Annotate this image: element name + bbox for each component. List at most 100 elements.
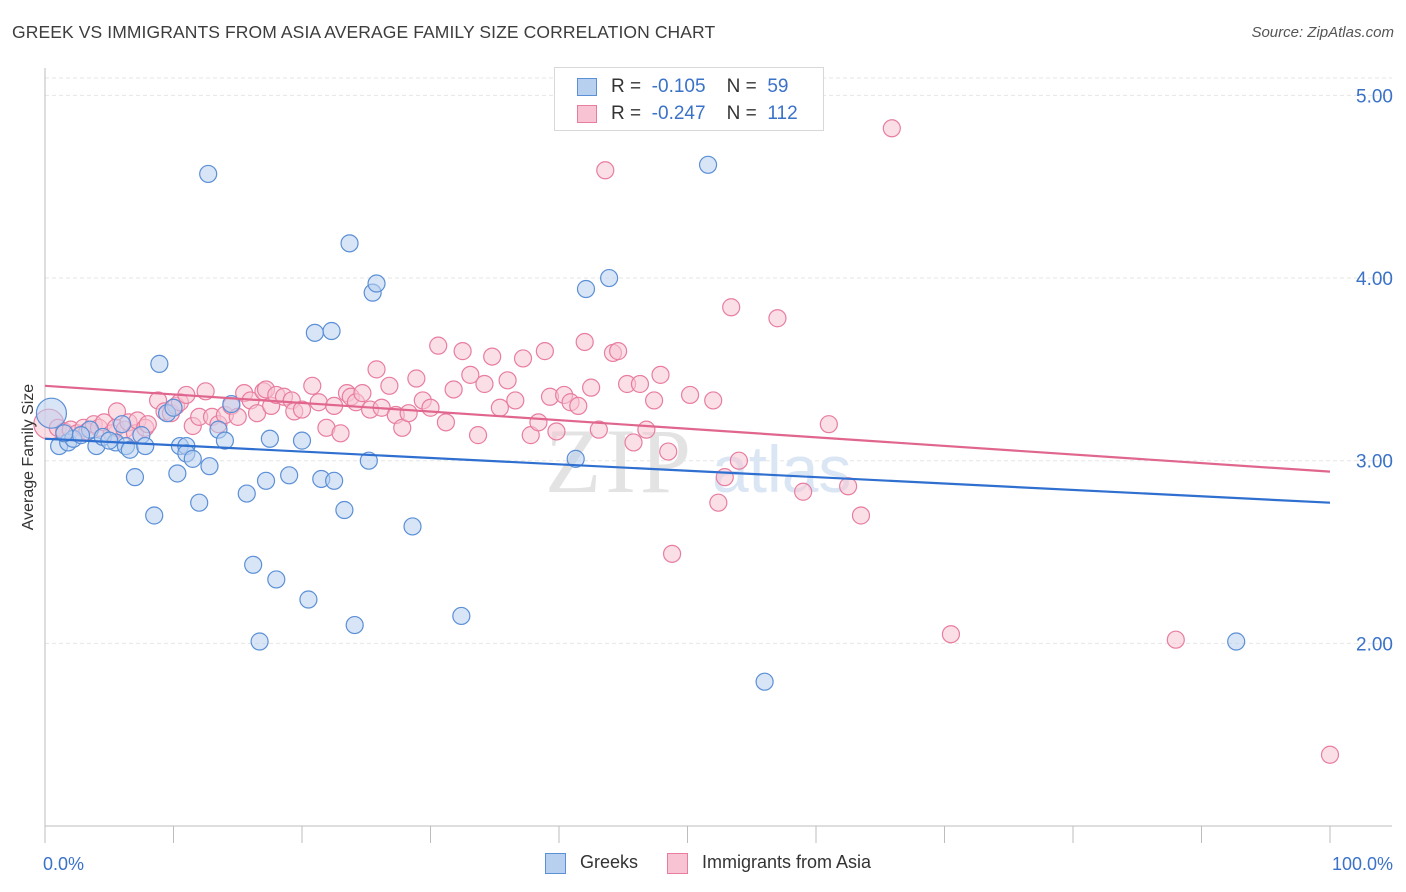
asia-point — [722, 298, 741, 317]
asia-point — [513, 349, 533, 368]
greeks-point — [280, 466, 299, 485]
greeks-point — [359, 451, 378, 470]
asia-point — [498, 371, 517, 390]
asia-point — [569, 396, 588, 416]
greeks-point — [755, 672, 774, 691]
asia-point — [637, 420, 656, 439]
asia-point — [768, 309, 787, 328]
legend-n-value: 59 — [767, 76, 789, 97]
asia-point — [529, 413, 548, 432]
asia-point — [819, 415, 838, 434]
asia-point — [651, 365, 670, 384]
asia-point — [247, 404, 267, 423]
asia-point — [582, 378, 601, 397]
greeks-point — [260, 429, 279, 448]
greeks-trendline — [44, 437, 1331, 504]
x-tick-label: 0.0% — [43, 854, 84, 874]
asia-point — [468, 426, 488, 445]
greeks-point — [150, 354, 169, 373]
asia-point — [662, 544, 682, 563]
greeks-point — [222, 394, 241, 414]
asia-point — [547, 422, 566, 441]
asia-point — [630, 374, 650, 394]
asia-point — [596, 161, 615, 180]
greeks-point — [125, 468, 145, 487]
source-credit: Source: ZipAtlas.com — [1251, 24, 1394, 41]
asia-point — [483, 347, 502, 366]
greeks-point — [136, 436, 155, 456]
legend-r-label: R = — [611, 76, 642, 97]
asia-swatch — [577, 105, 597, 123]
greeks-point — [199, 164, 218, 184]
axes — [44, 68, 1392, 843]
greeks-point — [244, 555, 263, 574]
asia-point — [1320, 745, 1340, 764]
greeks-point — [367, 274, 386, 293]
asia-point — [1166, 630, 1185, 649]
asia-point — [407, 369, 426, 388]
asia-point — [380, 376, 399, 395]
chart-title: GREEK VS IMMIGRANTS FROM ASIA AVERAGE FA… — [12, 22, 716, 42]
asia-point — [589, 420, 608, 439]
greeks-point — [698, 155, 718, 174]
asia-point — [704, 391, 723, 410]
greeks-point — [237, 484, 256, 503]
greeks-point — [292, 431, 312, 450]
greeks-point — [1227, 632, 1246, 651]
y-axis-label: Average Family Size — [20, 384, 37, 531]
greeks-point — [340, 234, 359, 253]
legend-n-value: 112 — [767, 103, 798, 124]
legend-r-label: R = — [611, 103, 642, 124]
greeks-point — [35, 397, 68, 429]
asia-point — [429, 336, 448, 355]
greeks-legend-label: Greeks — [580, 852, 639, 872]
asia-point — [309, 393, 328, 412]
asia-point — [292, 400, 312, 419]
greeks-point — [452, 606, 471, 626]
asia-point — [851, 506, 871, 525]
greeks-point — [190, 493, 209, 512]
greeks-point — [183, 449, 202, 468]
greeks-point — [322, 321, 341, 341]
legend-n-label: N = — [726, 76, 757, 97]
asia-point — [399, 404, 418, 423]
legend-n-label: N = — [726, 103, 757, 124]
greeks-swatch — [577, 78, 597, 96]
correlation-legend: R = -0.105 N = 59 R = -0.247 N = 112 — [554, 67, 824, 131]
asia-point — [453, 342, 472, 361]
asia-point — [729, 451, 749, 470]
greeks-point — [267, 570, 286, 589]
trendlines — [44, 384, 1331, 504]
greeks-point — [305, 323, 324, 342]
asia-point — [839, 477, 858, 496]
greeks-point — [200, 457, 219, 476]
greeks-point — [168, 464, 187, 483]
tick-labels: 2.00 3.00 4.00 5.00 0.0% 100.0% — [43, 86, 1393, 874]
y-tick-label: 2.00 — [1356, 634, 1393, 655]
y-tick-label: 4.00 — [1356, 269, 1393, 290]
greeks-point — [250, 632, 269, 651]
asia-point — [794, 482, 813, 501]
watermark-atlas: atlas — [712, 432, 851, 506]
asia-point — [535, 342, 554, 361]
asia-point — [624, 433, 643, 452]
asia-trendline — [44, 384, 1331, 473]
asia-legend-swatch — [667, 853, 688, 874]
greeks-point — [215, 431, 234, 450]
greeks-point — [112, 415, 132, 434]
greeks-point — [345, 615, 364, 635]
y-tick-label: 3.00 — [1356, 452, 1393, 473]
asia-point — [506, 391, 525, 410]
asia-point — [644, 391, 664, 410]
asia-point — [461, 365, 480, 384]
asia-point — [303, 376, 322, 395]
greeks-point — [145, 506, 164, 525]
asia-point — [421, 398, 440, 417]
asia-point — [659, 442, 678, 461]
asia-point — [882, 119, 901, 138]
asia-point — [575, 332, 594, 352]
asia-point — [475, 374, 494, 394]
asia-point — [941, 625, 961, 644]
asia-point — [367, 360, 386, 379]
